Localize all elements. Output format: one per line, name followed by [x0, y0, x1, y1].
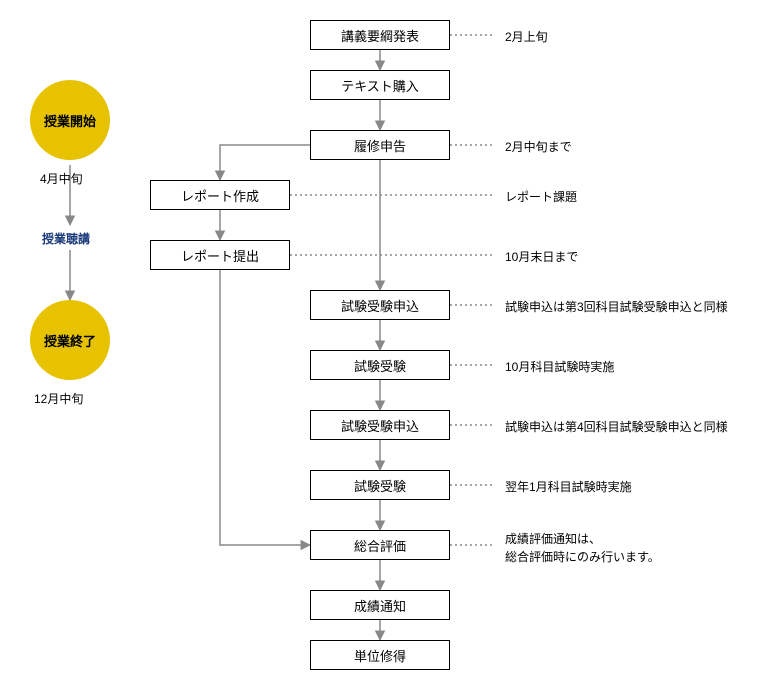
- flow-node: 単位修得: [310, 640, 450, 670]
- flow-node: 試験受験申込: [310, 410, 450, 440]
- flow-node: 試験受験: [310, 350, 450, 380]
- side-date-label: 4月中旬: [40, 170, 83, 188]
- flow-node-label: 試験受験申込: [341, 296, 419, 315]
- flow-node-label: 履修申告: [354, 136, 406, 155]
- flow-node-label: レポート提出: [181, 246, 259, 265]
- flow-node-label: 単位修得: [354, 646, 406, 665]
- audit-link-label: 授業聴講: [42, 230, 90, 247]
- flow-node: 試験受験申込: [310, 290, 450, 320]
- annotation-label: 翌年1月科目試験時実施: [505, 478, 632, 496]
- flow-node: 試験受験: [310, 470, 450, 500]
- flow-node-label: 試験受験: [354, 476, 406, 495]
- flow-node-label: テキスト購入: [341, 76, 419, 95]
- flow-node-label: 試験受験申込: [341, 416, 419, 435]
- annotation-label: レポート課題: [505, 188, 577, 206]
- milestone-circle: 授業終了: [30, 300, 110, 380]
- side-date-label: 12月中旬: [34, 390, 83, 408]
- flow-node: レポート提出: [150, 240, 290, 270]
- flow-node: 履修申告: [310, 130, 450, 160]
- annotation-label: 2月上旬: [505, 28, 548, 46]
- flow-node-label: 講義要綱発表: [341, 26, 419, 45]
- flow-node: 成績通知: [310, 590, 450, 620]
- milestone-label: 授業終了: [44, 331, 96, 350]
- annotation-label: 10月科目試験時実施: [505, 358, 614, 376]
- flow-node-label: 試験受験: [354, 356, 406, 375]
- annotation-label: 成績評価通知は、 総合評価時にのみ行います。: [505, 530, 660, 566]
- flow-node: レポート作成: [150, 180, 290, 210]
- annotation-label: 試験申込は第4回科目試験受験申込と同様: [505, 418, 728, 436]
- flow-node-label: レポート作成: [181, 186, 259, 205]
- milestone-circle: 授業開始: [30, 80, 110, 160]
- flow-node: 講義要綱発表: [310, 20, 450, 50]
- annotation-label: 試験申込は第3回科目試験受験申込と同様: [505, 298, 728, 316]
- flowchart-root: 講義要綱発表テキスト購入履修申告レポート作成レポート提出試験受験申込試験受験試験…: [10, 10, 759, 679]
- milestone-label: 授業開始: [44, 111, 96, 130]
- flow-node: 総合評価: [310, 530, 450, 560]
- annotation-label: 2月中旬まで: [505, 138, 572, 156]
- edges-layer: [10, 10, 759, 679]
- flow-node: テキスト購入: [310, 70, 450, 100]
- flow-node-label: 総合評価: [354, 536, 406, 555]
- flow-node-label: 成績通知: [354, 596, 406, 615]
- annotation-label: 10月末日まで: [505, 248, 578, 266]
